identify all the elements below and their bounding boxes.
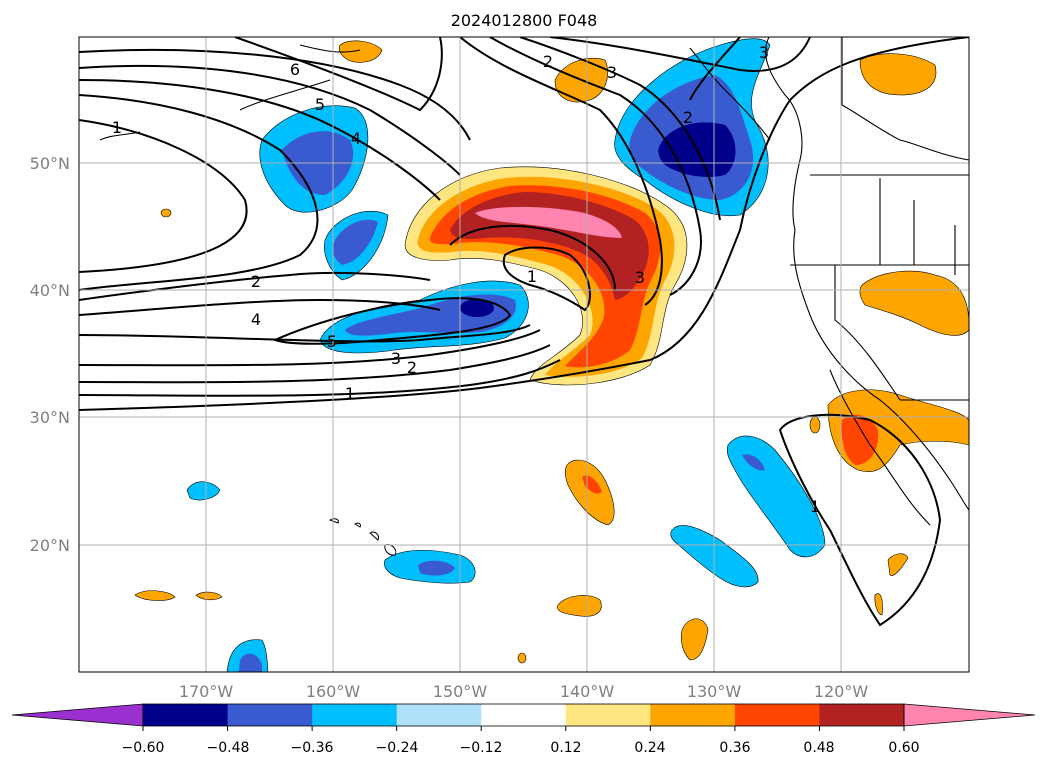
contour-label: 1 [810, 497, 820, 516]
colorbar-extend-high [903, 703, 1036, 727]
contour-label: 2 [683, 108, 693, 127]
colorbar-segment [143, 704, 229, 726]
colorbar-segment [734, 704, 820, 726]
contour-label: 4 [351, 129, 361, 148]
lon-label: 130°W [687, 682, 742, 701]
colorbar-segment [819, 704, 905, 726]
colorbar-tick-label: 0.60 [888, 740, 919, 756]
map-frame [78, 36, 970, 673]
colorbar-tick-label: 0.36 [719, 740, 750, 756]
contour-label: 6 [290, 60, 300, 79]
shaded-field [134, 38, 969, 672]
contour-label: 5 [315, 95, 325, 114]
contour-label: 3 [759, 43, 769, 62]
contour-label: 2 [407, 358, 417, 377]
colorbar-tick-label: −0.48 [207, 740, 250, 756]
lon-label: 140°W [560, 682, 615, 701]
lat-label: 30°N [30, 408, 70, 427]
lat-label: 20°N [30, 536, 70, 555]
gridlines [79, 37, 969, 672]
contour-labels: 1 6 5 4 2 3 2 3 3 1 2 4 5 3 2 1 1 [112, 43, 820, 516]
colorbar-tick-label: −0.60 [122, 740, 165, 756]
colorbar-segment [565, 704, 651, 726]
colorbar-tick-label: 0.24 [634, 740, 665, 756]
contour-label: 4 [251, 310, 261, 329]
contour-lines [79, 37, 969, 627]
lon-label: 120°W [814, 682, 869, 701]
colorbar-segment [650, 704, 736, 726]
lon-label: 170°W [179, 682, 234, 701]
colorbar-segment [227, 704, 313, 726]
colorbar-tick-label: −0.12 [460, 740, 503, 756]
colorbar-extend-low [11, 703, 144, 727]
contour-label: 1 [112, 118, 122, 137]
lat-label: 50°N [30, 154, 70, 173]
contour-label: 1 [527, 267, 537, 286]
longitude-labels: 170°W 160°W 150°W 140°W 130°W 120°W [179, 682, 869, 701]
contour-label: 2 [251, 272, 261, 291]
colorbar [11, 703, 1036, 731]
contour-label: 3 [635, 268, 645, 287]
colorbar-tick-label: −0.24 [376, 740, 419, 756]
latitude-labels: 50°N 40°N 30°N 20°N [30, 154, 70, 555]
contour-label: 3 [391, 349, 401, 368]
map-title: 2024012800 F048 [451, 11, 598, 30]
colorbar-tick-label: 0.48 [803, 740, 834, 756]
colorbar-tick-labels: −0.60 −0.48 −0.36 −0.24 −0.12 0.12 0.24 … [122, 740, 920, 756]
map-layers: 1 6 5 4 2 3 2 3 3 1 2 4 5 3 2 1 1 [79, 37, 969, 672]
colorbar-tick-label: 0.12 [550, 740, 581, 756]
colorbar-segment [312, 704, 398, 726]
colorbar-segment [481, 704, 567, 726]
lon-label: 150°W [433, 682, 488, 701]
colorbar-tick-label: −0.36 [291, 740, 334, 756]
colorbar-segment [396, 704, 482, 726]
colorbar-outline [142, 703, 905, 727]
contour-label: 1 [345, 384, 355, 403]
lon-label: 160°W [306, 682, 361, 701]
contour-label: 5 [327, 332, 337, 351]
contour-label: 2 [543, 52, 553, 71]
lat-label: 40°N [30, 281, 70, 300]
contour-label: 3 [607, 63, 617, 82]
